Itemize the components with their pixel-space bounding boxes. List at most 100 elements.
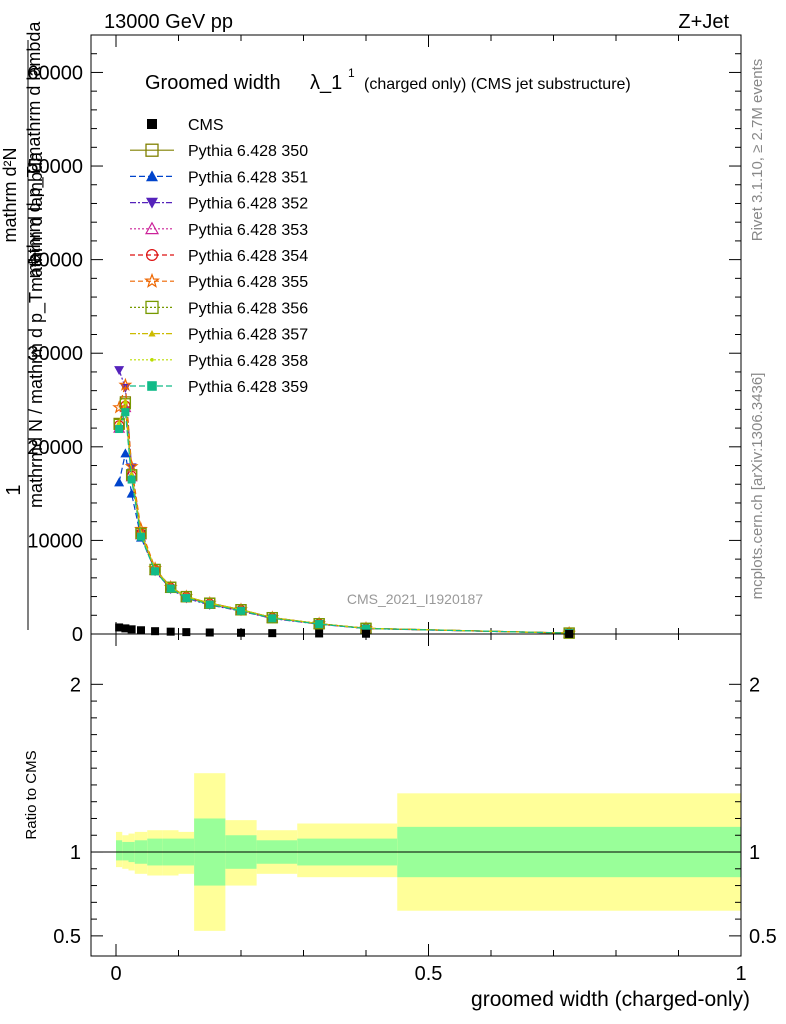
ratio-bin bbox=[134, 831, 148, 874]
ratio-y-tick-label-right: 1 bbox=[749, 842, 760, 864]
legend-marker bbox=[148, 330, 156, 337]
cms-point bbox=[166, 627, 175, 636]
series-point bbox=[114, 477, 125, 487]
ratio-bin bbox=[116, 831, 123, 868]
series-point bbox=[205, 600, 214, 609]
ylabel-overlay-denominator: mathrm d p_T mathrm d lambda bbox=[24, 21, 45, 279]
cms-point bbox=[115, 623, 124, 632]
main-curves bbox=[112, 366, 577, 639]
series-356 bbox=[113, 398, 575, 639]
legend-marker bbox=[146, 170, 158, 182]
legend-marker bbox=[145, 300, 159, 315]
y-tick-label: 20000 bbox=[27, 437, 83, 459]
series-point bbox=[127, 475, 136, 484]
legend-label: CMS bbox=[188, 117, 224, 134]
series-359 bbox=[115, 408, 574, 638]
legend-marker bbox=[150, 358, 154, 362]
legend-item-353: Pythia 6.428 353 bbox=[130, 221, 308, 239]
series-351 bbox=[114, 448, 575, 638]
process-label: Z+Jet bbox=[678, 11, 729, 33]
series-point bbox=[362, 624, 370, 633]
legend-label: Pythia 6.428 357 bbox=[188, 327, 308, 344]
ratio-bin bbox=[147, 830, 163, 876]
main-title: Groomed width λ_1 1 (charged only) (CMS … bbox=[145, 66, 631, 94]
series-point bbox=[123, 401, 128, 405]
legend: CMS Pythia 6.428 350 Pythia 6.428 351 Pythi… bbox=[130, 117, 308, 396]
series-point bbox=[118, 377, 133, 391]
legend-label: Pythia 6.428 359 bbox=[188, 379, 308, 396]
cms-point bbox=[268, 629, 277, 638]
ratio-bin bbox=[225, 820, 257, 886]
ratio-plot-frame bbox=[90, 633, 742, 957]
ratio-y-tick-label: 0.5 bbox=[53, 926, 81, 948]
series-point bbox=[268, 614, 277, 623]
ratio-bin bbox=[162, 830, 179, 876]
legend-item-350: Pythia 6.428 350 bbox=[130, 143, 308, 160]
cms-point bbox=[137, 626, 145, 635]
title-rest: (charged only) (CMS jet substructure) bbox=[364, 76, 631, 93]
ylabel-overlay-numerator: mathrm d²N bbox=[0, 147, 20, 242]
legend-item-357: Pythia 6.428 357 bbox=[130, 327, 308, 344]
y-tick-label: 30000 bbox=[27, 343, 83, 365]
cms-point bbox=[127, 625, 136, 634]
series-point bbox=[166, 584, 175, 593]
cms-point bbox=[182, 628, 191, 637]
x-axis-label: groomed width (charged-only) bbox=[471, 988, 750, 1011]
ratio-y-tick-label: 1 bbox=[70, 842, 81, 864]
main-y-ticks: 0 10000 20000 30000 40000 50000 60000 bbox=[27, 34, 742, 646]
legend-item-cms: CMS bbox=[147, 117, 224, 134]
ratio-ticks: 0.5 0.51 12 20 0.5 1 bbox=[53, 634, 777, 985]
title-superscript: 1 bbox=[348, 66, 355, 80]
title-symbol: λ_1 bbox=[310, 72, 342, 94]
x-tick-label: 1 bbox=[735, 963, 746, 985]
legend-marker bbox=[147, 119, 157, 129]
cms-point bbox=[315, 629, 324, 638]
legend-label: Pythia 6.428 358 bbox=[188, 353, 308, 370]
series-point bbox=[114, 366, 125, 376]
ylabel-bottom: mathrmd N / mathrm d p_Tmathrm d lambda bbox=[26, 151, 47, 508]
cms-point bbox=[121, 624, 130, 633]
title-main: Groomed width bbox=[145, 72, 281, 94]
ratio-y-tick-label: 2 bbox=[70, 674, 81, 696]
series-point bbox=[151, 567, 160, 576]
series-point bbox=[182, 593, 191, 602]
legend-label: Pythia 6.428 355 bbox=[188, 274, 308, 291]
series-point bbox=[115, 425, 124, 434]
series-point bbox=[315, 620, 324, 629]
legend-item-355: Pythia 6.428 355 bbox=[130, 272, 308, 291]
analysis-watermark: CMS_2021_I1920187 bbox=[347, 591, 483, 607]
cms-point bbox=[237, 628, 245, 637]
legend-label: Pythia 6.428 350 bbox=[188, 143, 308, 160]
ratio-panel: 0.5 0.51 12 20 0.5 1 Ratio to CMS groomed wid… bbox=[23, 633, 777, 1011]
legend-label: Pythia 6.428 351 bbox=[188, 169, 308, 186]
ratio-y-axis-label: Ratio to CMS bbox=[23, 750, 40, 839]
y-tick-label: 40000 bbox=[27, 250, 83, 272]
ratio-y-tick-label-right: 2 bbox=[749, 674, 760, 696]
series-point bbox=[137, 532, 145, 541]
series-point bbox=[112, 400, 127, 414]
y-tick-label: 50000 bbox=[27, 156, 83, 178]
legend-marker bbox=[147, 381, 157, 391]
x-tick-label: 0.5 bbox=[415, 963, 443, 985]
series-line bbox=[118, 453, 570, 634]
main-panel: 0 10000 20000 30000 40000 50000 60000 CMS_2021… bbox=[0, 21, 742, 646]
series-point bbox=[120, 448, 131, 458]
legend-label: Pythia 6.428 354 bbox=[188, 248, 308, 265]
ratio-bands bbox=[91, 773, 741, 931]
y-tick-label: 10000 bbox=[27, 530, 83, 552]
series-point bbox=[121, 408, 130, 417]
legend-item-358: Pythia 6.428 358 bbox=[130, 353, 308, 370]
ratio-stat-band bbox=[122, 841, 129, 861]
ratio-stat-band bbox=[116, 840, 123, 861]
main-y-axis-label: 1 mathrmd N / mathrm d p_Tmathrm d lambd… bbox=[0, 21, 47, 630]
legend-marker bbox=[146, 249, 159, 262]
legend-marker bbox=[144, 272, 160, 288]
ratio-bin bbox=[297, 823, 398, 878]
mcplots-label: mcplots.cern.ch [arXiv:1306.3436] bbox=[749, 373, 766, 600]
rivet-label: Rivet 3.1.10, ≥ 2.7M events bbox=[749, 59, 766, 242]
x-tick-label: 0 bbox=[110, 963, 121, 985]
cms-point bbox=[151, 627, 160, 636]
series-point bbox=[237, 606, 245, 615]
series-point bbox=[117, 421, 121, 426]
